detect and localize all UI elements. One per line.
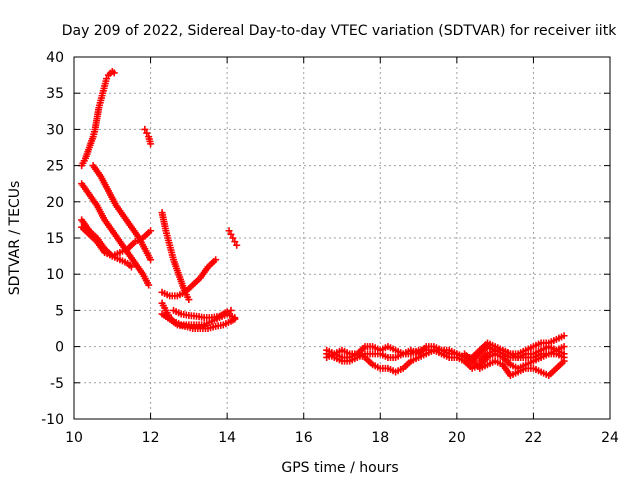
x-tick-label: 16 <box>295 430 313 446</box>
data-point <box>110 69 118 77</box>
y-tick-label: -5 <box>50 376 64 392</box>
data-point <box>147 140 155 148</box>
series-track-4 <box>89 162 155 264</box>
data-point <box>145 281 153 289</box>
series-track-3 <box>78 180 153 289</box>
axis-ticks: 10 12 14 16 18 20 22 24 -10 -5 0 5 10 15 20 25 30 35 40 <box>41 50 619 446</box>
data-point <box>185 296 193 304</box>
x-tick-label: 20 <box>448 430 466 446</box>
data-point <box>141 125 149 133</box>
x-tick-label: 12 <box>142 430 160 446</box>
x-axis-title: GPS time / hours <box>281 460 398 476</box>
data-point <box>212 256 220 264</box>
y-tick-label: 5 <box>55 303 64 319</box>
data-point <box>127 263 135 271</box>
series-track-16 <box>461 350 568 380</box>
data-point <box>227 306 235 314</box>
y-tick-label: 30 <box>46 122 64 138</box>
data-point <box>147 227 155 235</box>
series-track-10 <box>158 310 239 332</box>
x-tick-label: 14 <box>218 430 236 446</box>
grid-lines <box>74 57 610 419</box>
series-track-6 <box>78 223 155 260</box>
data-point <box>223 308 231 316</box>
series-track-15 <box>323 332 568 365</box>
data-point <box>143 129 151 137</box>
data-point <box>227 230 235 238</box>
y-tick-label: 35 <box>46 86 64 102</box>
data-point <box>560 343 568 351</box>
y-tick-label: -10 <box>41 412 64 428</box>
chart-title: Day 209 of 2022, Sidereal Day-to-day VTE… <box>62 23 617 39</box>
y-tick-label: 40 <box>46 50 64 66</box>
data-point <box>560 353 568 361</box>
data-point <box>560 332 568 340</box>
data-point <box>103 75 111 83</box>
x-tick-label: 22 <box>525 430 543 446</box>
data-point <box>233 241 241 249</box>
data-point <box>231 315 239 323</box>
data-point <box>147 256 155 264</box>
data-points <box>78 67 568 380</box>
y-tick-label: 20 <box>46 195 64 211</box>
series-track-11 <box>170 306 235 322</box>
x-tick-label: 18 <box>371 430 389 446</box>
data-point <box>225 227 233 235</box>
y-tick-label: 15 <box>46 231 64 247</box>
x-tick-label: 24 <box>601 430 619 446</box>
y-tick-label: 10 <box>46 267 64 283</box>
series-track-17 <box>476 346 568 365</box>
y-axis-title: SDTVAR / TECUs <box>7 181 23 296</box>
y-tick-label: 25 <box>46 159 64 175</box>
series-track-7 <box>158 209 193 304</box>
series-track-8 <box>158 256 220 300</box>
series-track-12 <box>225 227 241 249</box>
data-point <box>231 238 239 246</box>
data-point <box>229 234 237 242</box>
series-track-2 <box>141 125 155 148</box>
x-tick-label: 10 <box>65 430 83 446</box>
series-track-1 <box>78 67 118 170</box>
y-tick-label: 0 <box>55 340 64 356</box>
